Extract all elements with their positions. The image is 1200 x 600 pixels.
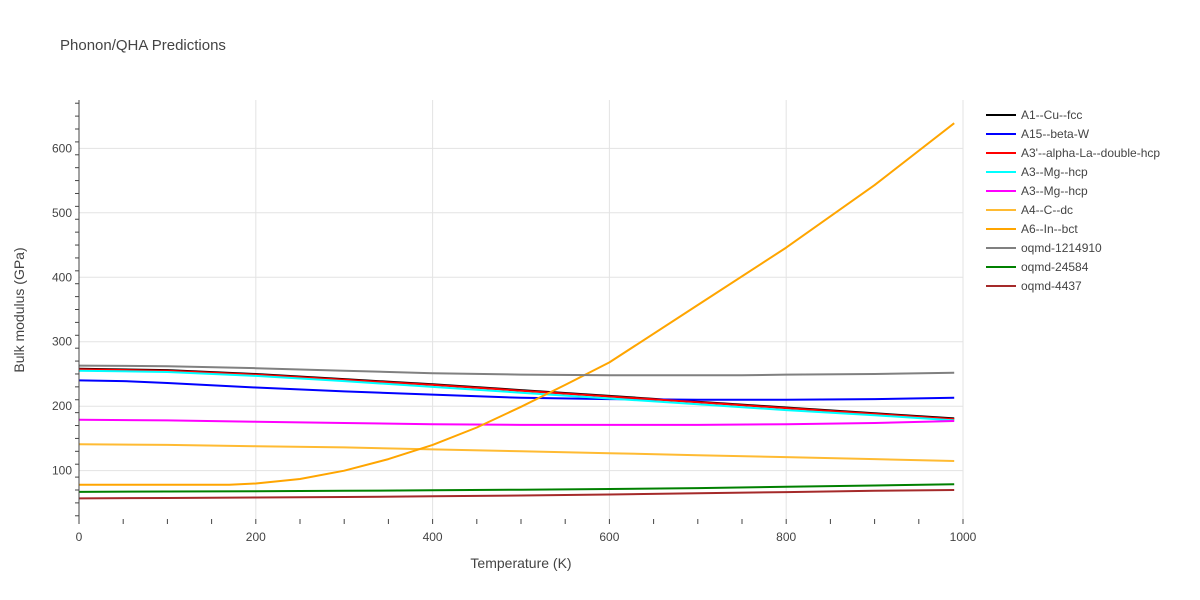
legend-label: A3--Mg--hcp [1021, 165, 1088, 179]
legend-item-7[interactable]: oqmd-1214910 [986, 241, 1102, 255]
legend-label: A3'--alpha-La--double-hcp [1021, 146, 1160, 160]
series-line-5[interactable] [78, 443, 955, 462]
x-tick-label: 400 [423, 530, 443, 544]
legend-item-9[interactable]: oqmd-4437 [986, 279, 1082, 293]
series-line-4[interactable] [78, 418, 955, 426]
y-tick-label: 200 [52, 399, 72, 413]
y-axis-title: Bulk modulus (GPa) [11, 247, 27, 372]
legend-label: A15--beta-W [1021, 127, 1090, 141]
series-line-7[interactable] [78, 364, 955, 377]
legend-item-2[interactable]: A3'--alpha-La--double-hcp [986, 146, 1160, 160]
series-line-8[interactable] [78, 483, 955, 493]
y-tick-label: 400 [52, 270, 72, 284]
x-tick-label: 1000 [950, 530, 977, 544]
x-tick-label: 200 [246, 530, 266, 544]
y-tick-label: 500 [52, 206, 72, 220]
legend-label: oqmd-24584 [1021, 260, 1089, 274]
legend-item-0[interactable]: A1--Cu--fcc [986, 108, 1082, 122]
legend-label: A1--Cu--fcc [1021, 108, 1082, 122]
series-line-3[interactable] [78, 369, 955, 422]
y-tick-label: 300 [52, 335, 72, 349]
chart-title: Phonon/QHA Predictions [60, 37, 226, 54]
grid [79, 100, 964, 519]
legend-item-6[interactable]: A6--In--bct [986, 222, 1078, 236]
legend-label: oqmd-4437 [1021, 279, 1082, 293]
legend-label: A4--C--dc [1021, 203, 1073, 217]
legend[interactable]: A1--Cu--fcc A15--beta-W A3'--alpha-La--dou… [986, 108, 1160, 293]
legend-item-1[interactable]: A15--beta-W [986, 127, 1090, 141]
axes: 0 200 400 600 800 1000 100 200 300 400 500 600 [52, 100, 977, 544]
legend-label: oqmd-1214910 [1021, 241, 1102, 255]
legend-item-5[interactable]: A4--C--dc [986, 203, 1073, 217]
legend-label: A6--In--bct [1021, 222, 1078, 236]
series-line-6[interactable] [79, 122, 955, 486]
legend-item-3[interactable]: A3--Mg--hcp [986, 165, 1088, 179]
x-tick-label: 800 [776, 530, 796, 544]
legend-item-4[interactable]: A3--Mg--hcp [986, 184, 1088, 198]
plot-area [78, 122, 955, 500]
x-axis-title: Temperature (K) [470, 555, 571, 571]
y-tick-label: 100 [52, 464, 72, 478]
x-tick-label: 600 [599, 530, 619, 544]
legend-item-8[interactable]: oqmd-24584 [986, 260, 1089, 274]
series-line-9[interactable] [78, 489, 955, 500]
series-line-1[interactable] [78, 379, 955, 401]
y-tick-label: 600 [52, 141, 72, 155]
x-tick-label: 0 [76, 530, 83, 544]
legend-label: A3--Mg--hcp [1021, 184, 1088, 198]
series-line-2[interactable] [78, 368, 955, 421]
